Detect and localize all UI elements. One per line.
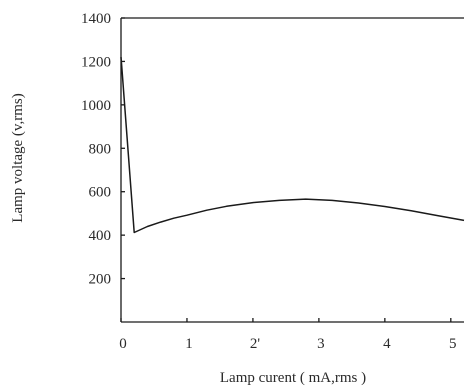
y-tick-label: 1400 (81, 11, 111, 27)
chart-frame (120, 17, 464, 323)
y-tick-label: 400 (89, 228, 112, 244)
y-axis: 200 400 600 800 1000 1200 1400 (81, 11, 125, 288)
y-tick-label: 600 (89, 185, 112, 201)
y-axis-label: Lamp voltage (v,rms) (10, 93, 26, 222)
series-group (120, 57, 465, 234)
x-axis-label: Lamp curent ( mA,rms ) (220, 370, 366, 386)
x-tick-label: 3 (317, 336, 325, 352)
x-axis: 0 1 2' 3 4 5 (119, 318, 457, 352)
y-tick-label: 800 (89, 141, 112, 157)
x-tick-label: 5 (449, 336, 457, 352)
y-tick-label: 1000 (81, 98, 111, 114)
y-tick-label: 1200 (81, 54, 111, 70)
y-tick-label: 200 (89, 272, 112, 288)
voltage-current-line (120, 57, 465, 234)
x-tick-label: 2' (250, 336, 261, 352)
x-tick-label: 0 (119, 336, 127, 352)
x-tick-label: 4 (383, 336, 391, 352)
x-tick-label: 1 (185, 336, 193, 352)
